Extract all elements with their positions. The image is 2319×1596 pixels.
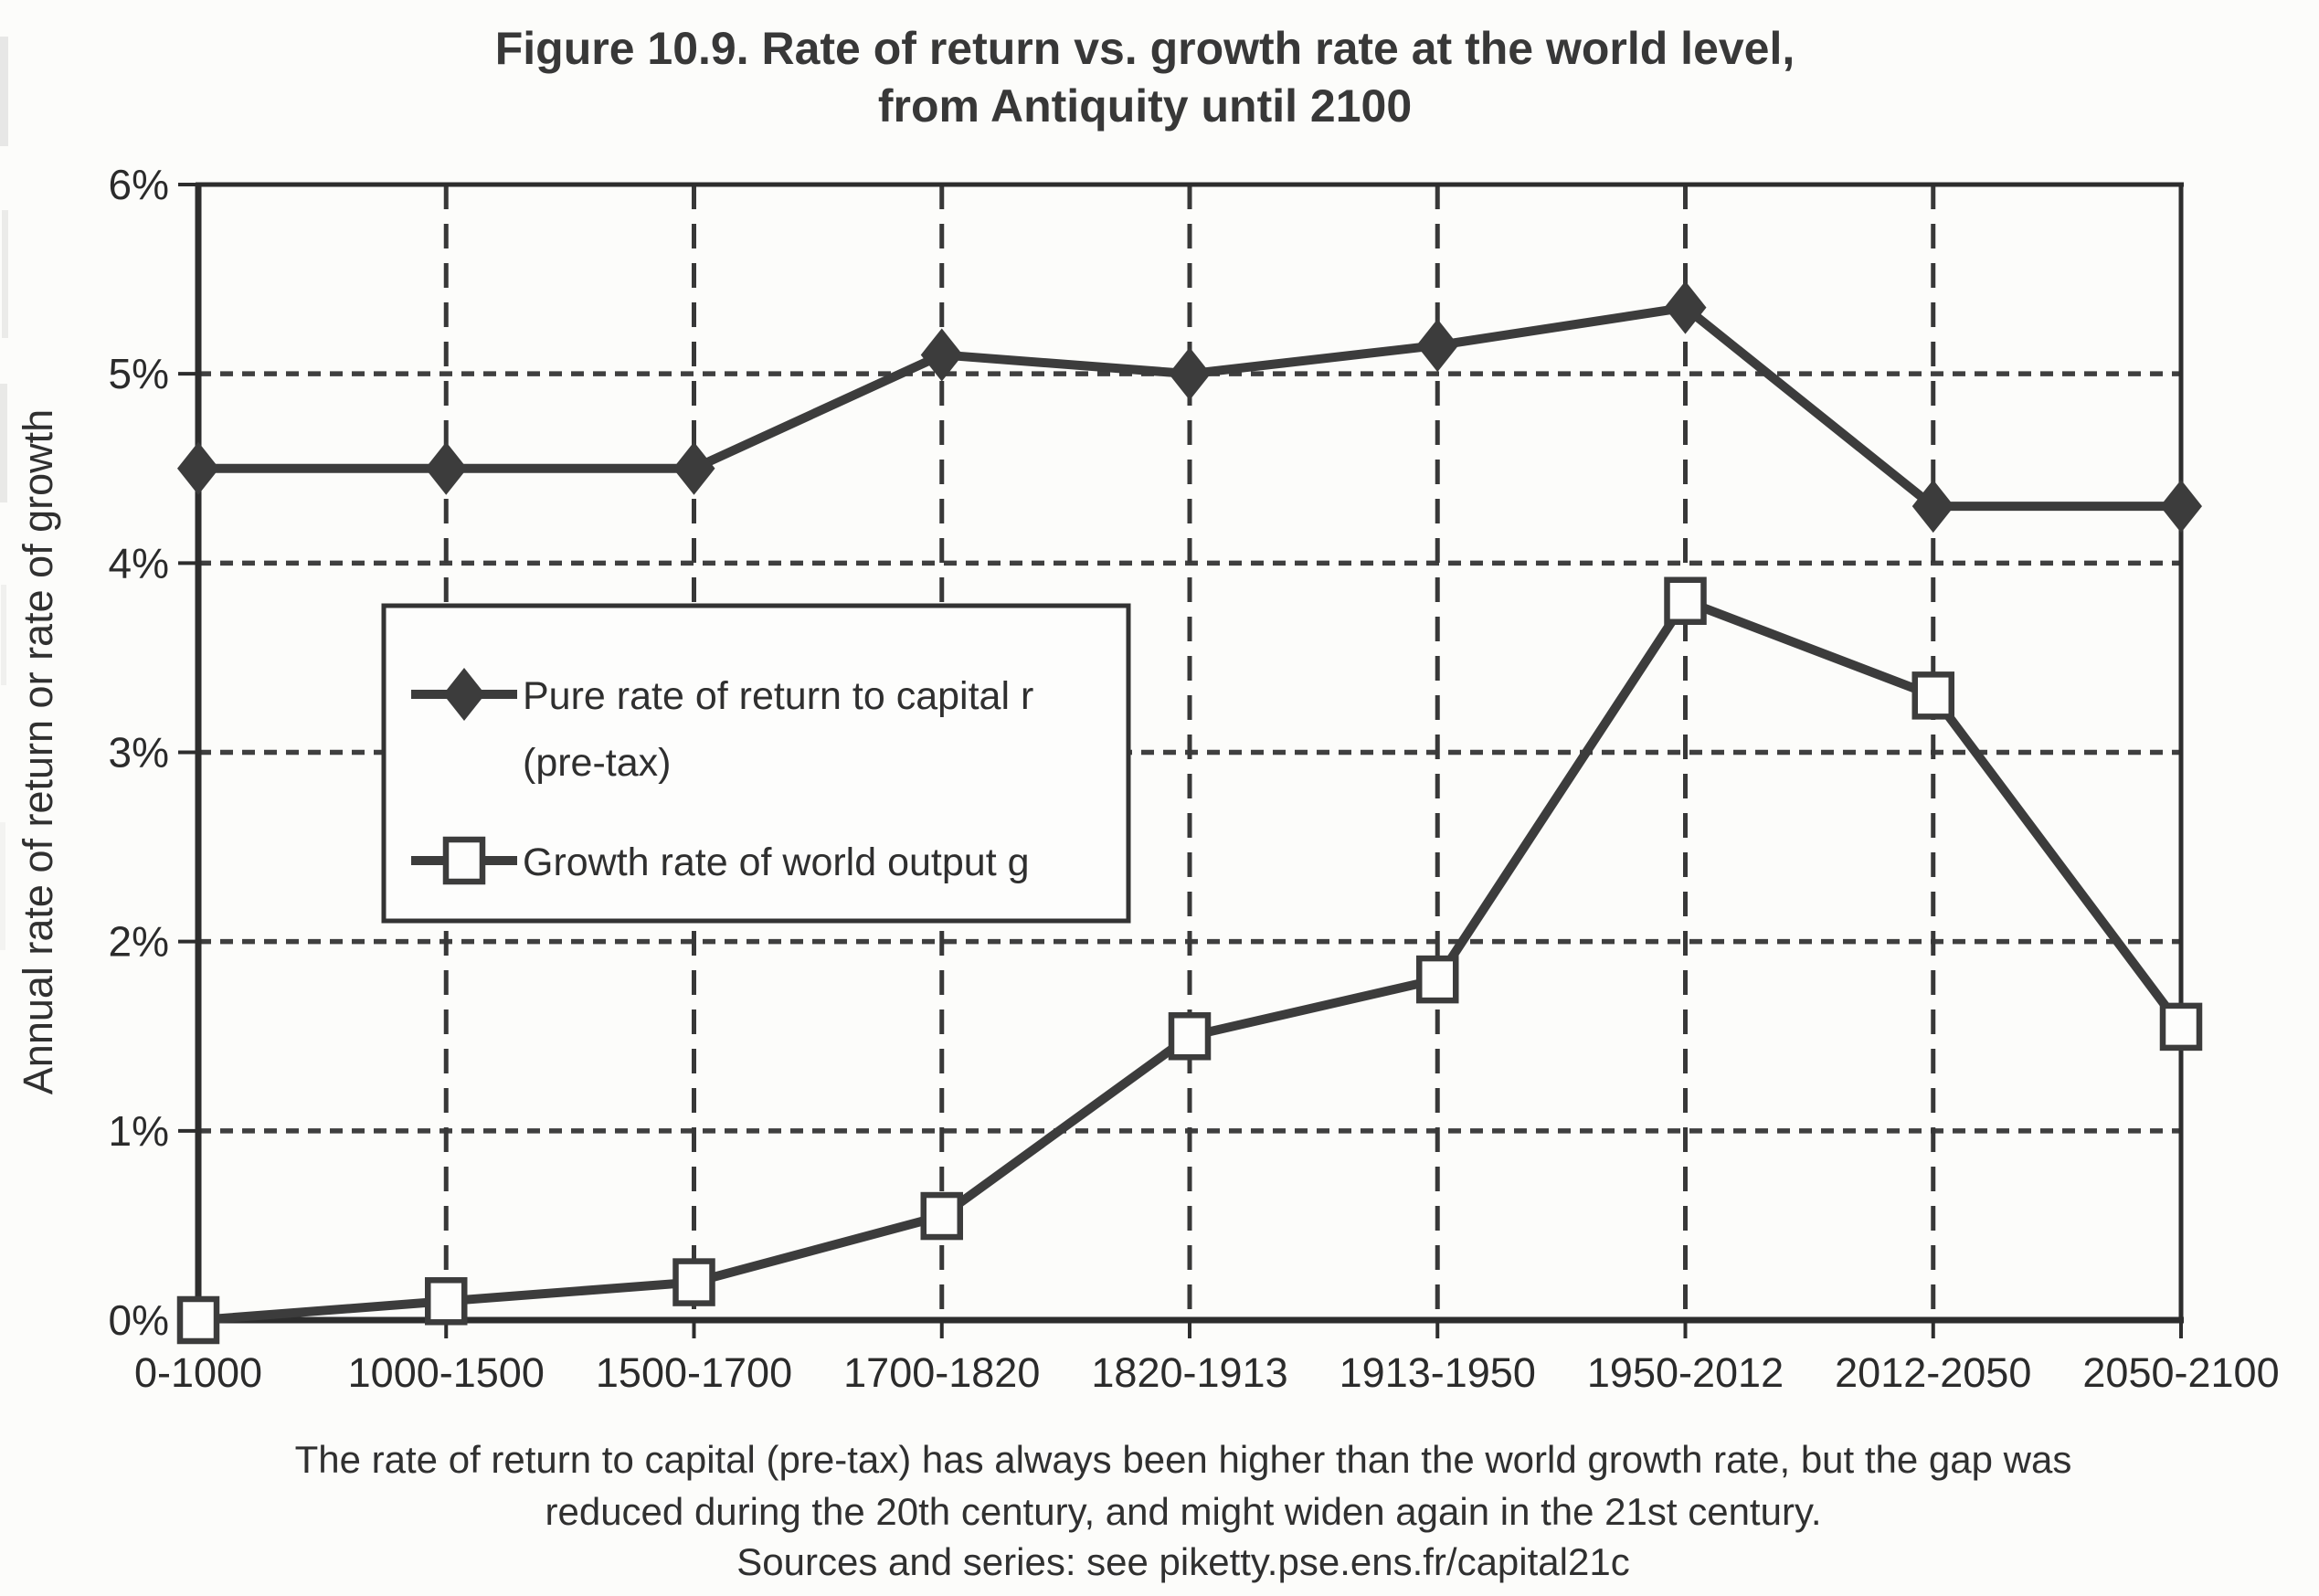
marker-square-1950-2012 [1664,576,1707,626]
x-tick-label-1820-1913: 1820-1913 [1091,1349,1287,1396]
y-tick-label-6pct: 6% [109,161,169,208]
marker-diamond-1000-1500 [425,441,468,495]
scan-smudge [0,384,7,502]
scan-smudge [2,210,8,338]
legend: Pure rate of return to capital r (pre-ta… [381,603,1131,924]
scan-smudge [1,585,6,685]
marker-square-2012-2050 [1911,671,1954,720]
legend-diamond-icon [443,668,485,721]
axis-tick-labels: 0% 1% 2% 3% 4% 5% 6% 0-1000 1000-1500 1500-1700 17… [109,161,2280,1396]
y-tick-label-4pct: 4% [109,539,169,587]
x-tick-label-2050-2100: 2050-2100 [2082,1349,2279,1396]
marker-square-1913-1950 [1416,955,1459,1004]
marker-square-1500-1700 [672,1258,715,1306]
marker-square-2050-2100 [2159,1002,2203,1052]
marker-diamond-1700-1820 [920,328,963,382]
caption-line1: The rate of return to capital (pre-tax) … [295,1438,2072,1481]
x-tick-label-1000-1500: 1000-1500 [348,1349,545,1396]
scan-smudge [0,822,5,950]
y-tick-label-2pct: 2% [109,918,169,966]
legend-label-return-line2: (pre-tax) [523,741,671,785]
data-series [176,280,2203,1345]
marker-square-1820-1913 [1168,1012,1212,1061]
scan-edge-artifacts [0,37,8,950]
x-tick-label-1700-1820: 1700-1820 [843,1349,1040,1396]
y-tick-label-1pct: 1% [109,1107,169,1155]
x-tick-label-2012-2050: 2012-2050 [1835,1349,2031,1396]
y-tick-label-5pct: 5% [109,350,169,397]
marker-diamond-0-1000 [177,441,219,495]
marker-diamond-1950-2012 [1664,280,1707,334]
marker-square-1700-1820 [920,1191,963,1241]
scan-smudge [0,37,8,146]
x-tick-label-0-1000: 0-1000 [134,1349,262,1396]
y-tick-label-3pct: 3% [109,729,169,777]
y-tick-label-0pct: 0% [109,1296,169,1344]
caption-line2: reduced during the 20th century, and mig… [545,1490,1822,1533]
x-tick-label-1950-2012: 1950-2012 [1587,1349,1784,1396]
marker-square-1000-1500 [425,1277,468,1326]
chart-title-line1: Figure 10.9. Rate of return vs. growth r… [495,23,1795,74]
x-tick-label-1500-1700: 1500-1700 [596,1349,792,1396]
y-axis-title: Annual rate of return or rate of growth [15,409,61,1094]
chart-title-line2: from Antiquity until 2100 [878,80,1412,132]
caption-line3: Sources and series: see piketty.pse.ens.… [736,1540,1629,1583]
marker-square-0-1000 [176,1295,220,1345]
marker-diamond-2050-2100 [2160,480,2202,534]
marker-diamond-2012-2050 [1911,480,1954,534]
legend-square-icon [442,836,486,885]
marker-diamond-1913-1950 [1416,319,1459,373]
legend-label-return-line1: Pure rate of return to capital r [523,674,1033,718]
marker-diamond-1500-1700 [672,441,715,495]
x-tick-label-1913-1950: 1913-1950 [1340,1349,1536,1396]
legend-label-growth: Growth rate of world output g [523,840,1030,884]
legend-box [381,603,1131,924]
marker-diamond-1820-1913 [1169,347,1211,401]
